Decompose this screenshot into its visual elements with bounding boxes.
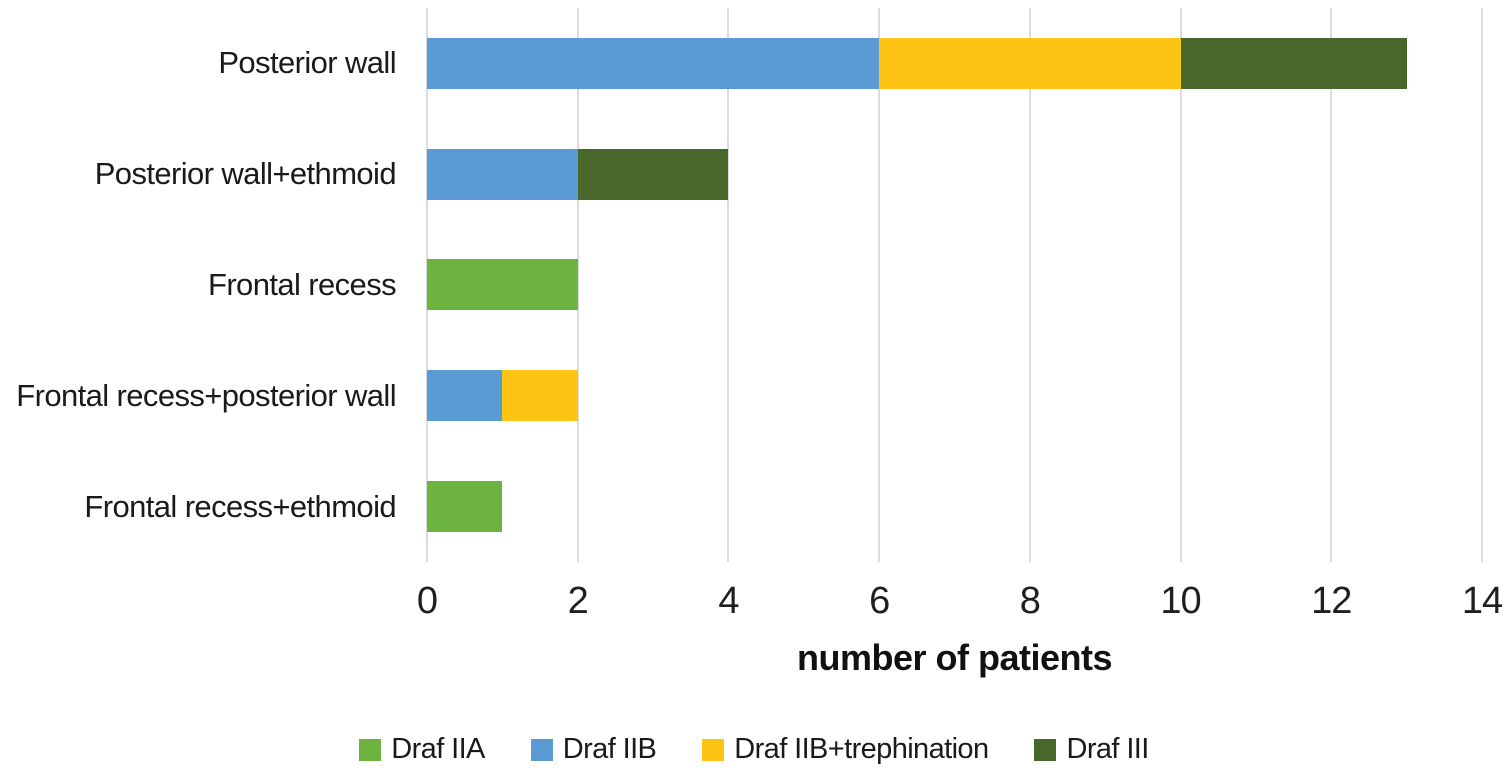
bar-rows (427, 8, 1482, 562)
category-label: Frontal recess (208, 266, 397, 302)
x-tick-label: 14 (1461, 580, 1503, 622)
legend-label: Draf IIB+trephination (734, 733, 989, 765)
bar-row (427, 451, 1482, 562)
category-label: Frontal recess+ethmoid (84, 488, 396, 524)
x-tick-label: 0 (416, 580, 438, 622)
legend-item: Draf IIA (359, 733, 485, 766)
bar-segment (427, 148, 578, 200)
x-tick-label: 2 (567, 580, 589, 622)
legend-item: Draf IIB (530, 733, 657, 766)
legend-label: Draf IIA (391, 733, 485, 765)
gridline (1028, 8, 1031, 562)
bar-row (427, 119, 1482, 230)
legend-swatch (702, 738, 725, 761)
bar-segment (502, 370, 578, 422)
gridline (1330, 8, 1333, 562)
x-tick-label: 6 (869, 580, 890, 622)
x-tick-label: 10 (1160, 580, 1201, 622)
category-label: Posterior wall+ethmoid (94, 156, 397, 192)
bar-segment (879, 37, 1181, 89)
stacked-bar (427, 37, 1482, 89)
legend-swatch (359, 738, 382, 761)
gridline (1481, 8, 1483, 562)
x-axis-title: number of patients (796, 637, 1113, 678)
legend-swatch (530, 738, 553, 761)
stacked-bar (427, 481, 1482, 533)
stacked-bar (427, 370, 1482, 422)
x-tick-label: 4 (718, 580, 739, 622)
legend: Draf IIA Draf IIB Draf IIB+trephination Dra… (0, 733, 1508, 766)
category-label: Posterior wall (218, 45, 396, 81)
gridline (1179, 8, 1182, 562)
gridline (576, 8, 579, 562)
bar-row (427, 8, 1482, 119)
category-axis-labels: Posterior wall Posterior wall+ethmoid Fron… (0, 8, 412, 562)
gridline (727, 8, 730, 562)
legend-label: Draf IIB (562, 733, 657, 765)
bar-row (427, 230, 1482, 341)
stacked-bar (427, 148, 1482, 200)
bar-segment (427, 370, 503, 422)
plot-area (426, 8, 1483, 562)
stacked-bar (427, 259, 1482, 311)
bar-segment (427, 37, 880, 89)
legend-label: Draf III (1066, 733, 1149, 765)
bar-segment (577, 148, 729, 200)
legend-swatch (1034, 738, 1057, 761)
bar-segment (427, 259, 578, 311)
x-axis-ticks: 0 2 4 6 8 10 12 14 (417, 580, 1503, 628)
bar-segment (1180, 37, 1407, 89)
x-tick-label: 12 (1311, 580, 1352, 622)
legend-item: Draf IIB+trephination (702, 733, 989, 766)
bar-segment (427, 481, 503, 533)
bar-row (427, 340, 1482, 451)
x-tick-label: 8 (1019, 580, 1041, 622)
gridline (878, 8, 881, 562)
category-label: Frontal recess+posterior wall (16, 377, 396, 413)
legend-item: Draf III (1034, 733, 1149, 766)
